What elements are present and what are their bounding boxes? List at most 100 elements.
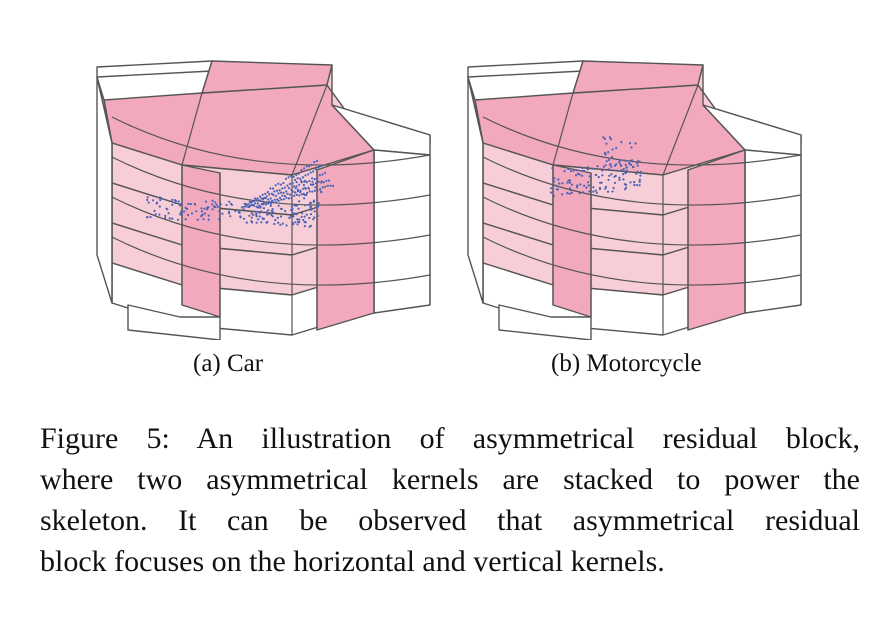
- point: [632, 165, 635, 168]
- point: [277, 221, 280, 224]
- point: [291, 211, 294, 214]
- point: [234, 209, 237, 213]
- point: [247, 203, 250, 206]
- point: [636, 160, 639, 163]
- point: [200, 214, 203, 217]
- grid-top-line: [552, 92, 574, 166]
- point: [308, 216, 311, 220]
- point: [255, 198, 258, 201]
- point: [254, 202, 257, 205]
- point: [271, 199, 274, 202]
- caption-line: Figure 5: An illustration of asymmetrica…: [40, 422, 860, 455]
- point: [291, 190, 294, 193]
- inner-face-vertical-kernel: [181, 164, 221, 318]
- point: [243, 217, 246, 220]
- outer-face-vertical-kernel: [687, 149, 746, 331]
- point: [581, 166, 584, 170]
- point: [624, 171, 628, 174]
- point: [561, 182, 564, 185]
- point: [304, 179, 307, 182]
- point: [267, 198, 270, 201]
- point: [303, 215, 306, 218]
- point: [600, 181, 603, 184]
- point: [282, 191, 285, 194]
- point: [271, 208, 274, 211]
- point: [296, 188, 299, 191]
- point: [164, 217, 167, 220]
- point: [287, 186, 290, 190]
- point: [586, 168, 589, 171]
- point: [298, 218, 301, 221]
- point: [307, 187, 311, 190]
- point: [624, 188, 627, 191]
- point: [597, 176, 600, 179]
- point: [239, 216, 242, 219]
- point: [586, 166, 589, 169]
- point: [286, 192, 289, 195]
- point: [566, 192, 569, 195]
- point: [320, 180, 323, 183]
- grid-ring-line: [482, 116, 802, 166]
- point: [576, 186, 579, 189]
- point: [303, 167, 306, 170]
- point: [289, 193, 292, 196]
- point: [186, 207, 189, 211]
- point: [200, 210, 203, 213]
- point: [279, 223, 282, 226]
- point: [625, 186, 628, 189]
- point: [609, 138, 613, 141]
- point: [273, 222, 276, 226]
- point: [295, 204, 298, 207]
- point: [308, 190, 311, 193]
- grid-ring-line: [482, 156, 802, 206]
- grid-ring-line: [111, 196, 431, 246]
- point: [605, 142, 608, 145]
- point: [275, 201, 278, 204]
- point: [269, 187, 272, 190]
- point: [308, 203, 311, 206]
- point: [291, 182, 294, 185]
- point: [229, 215, 232, 218]
- point: [315, 159, 319, 163]
- point: [268, 212, 271, 215]
- point: [638, 184, 641, 187]
- point: [216, 205, 219, 208]
- point: [256, 206, 260, 209]
- point: [304, 204, 307, 207]
- point: [624, 159, 627, 162]
- point: [636, 170, 639, 173]
- point: [297, 172, 300, 175]
- point: [555, 188, 559, 191]
- point: [309, 213, 313, 216]
- point: [557, 178, 560, 181]
- point: [329, 184, 332, 187]
- point: [305, 165, 308, 168]
- point: [604, 185, 608, 188]
- point: [266, 191, 269, 194]
- point: [294, 178, 297, 182]
- point: [566, 181, 569, 184]
- point: [570, 191, 573, 194]
- point: [324, 185, 327, 188]
- point: [610, 155, 614, 159]
- point: [189, 202, 192, 206]
- point: [570, 189, 573, 192]
- point: [317, 180, 320, 183]
- point: [282, 198, 285, 201]
- point: [578, 192, 581, 195]
- point: [269, 201, 272, 204]
- point: [281, 187, 284, 190]
- point: [327, 179, 331, 182]
- point: [268, 193, 271, 196]
- cylinder-block-car: [96, 60, 431, 340]
- point: [311, 177, 314, 180]
- point: [159, 198, 162, 202]
- point: [326, 184, 329, 187]
- point: [317, 166, 320, 169]
- point: [602, 165, 605, 168]
- point: [202, 218, 205, 221]
- point: [272, 201, 275, 204]
- point: [316, 205, 319, 208]
- point: [614, 174, 617, 177]
- point: [322, 181, 325, 184]
